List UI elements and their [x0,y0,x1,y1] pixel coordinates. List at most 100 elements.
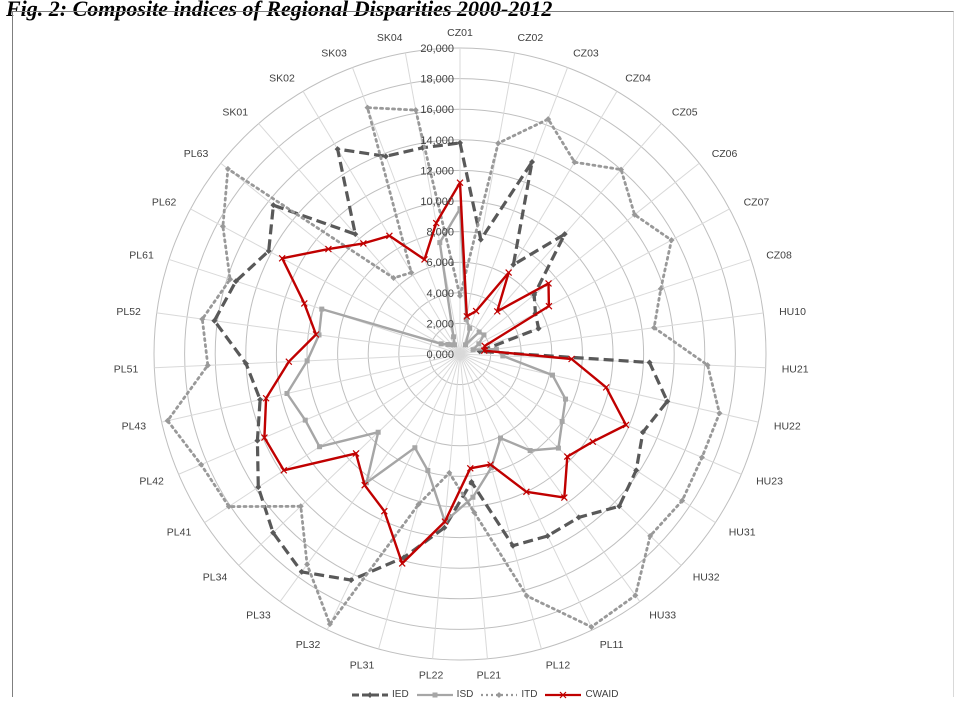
data-point [555,445,561,451]
tick-label: 16,000 [420,104,454,116]
data-point [467,325,473,331]
grid-spoke [459,353,759,423]
category-label: PL62 [152,196,177,208]
data-point [568,355,576,363]
data-point [457,292,463,299]
data-point [544,532,551,539]
tick-label: 0,000 [426,349,454,361]
data-point [545,302,553,310]
data-point [312,331,320,338]
grid-rings [153,47,767,661]
data-point [316,332,322,338]
series-line [166,106,721,629]
data-point [304,561,311,568]
data-point [463,316,469,322]
data-point [522,488,530,496]
category-label: SK04 [377,32,403,44]
tick-label: 8,000 [426,227,454,239]
data-point [631,211,638,218]
category-label: CZ01 [447,27,473,39]
tick-label: 4,000 [426,288,454,300]
legend-swatch [545,691,582,698]
data-point [364,104,371,111]
data-point [632,592,639,599]
category-label: HU21 [782,363,809,375]
data-point [563,396,569,402]
grid-spoke [178,353,461,475]
legend-item: IED [350,689,409,700]
data-point [352,231,359,238]
grid-spoke [258,123,461,355]
category-label: HU22 [774,421,801,433]
legend-label: IED [392,689,409,700]
grid-spoke [220,162,461,355]
grid-spoke [432,353,461,659]
grid-spoke [459,162,700,355]
data-point [651,324,658,331]
tick-label: 14,000 [420,135,454,147]
data-point [257,396,264,403]
legend-swatch [481,691,518,698]
data-point [716,410,723,417]
grid-spoke [168,258,461,355]
category-label: PL32 [296,639,321,651]
data-point [382,153,389,160]
data-point [164,417,171,424]
tick-label: 6,000 [426,257,454,269]
data-point [441,524,448,531]
data-point [500,353,506,359]
legend-label: ITD [521,689,538,700]
data-point [535,325,542,332]
data-point [285,358,293,366]
category-label: PL63 [184,148,209,160]
data-point [495,140,502,147]
data-point [471,509,478,516]
data-point [571,159,578,166]
tick-label: 12,000 [420,165,454,177]
grid-spoke [156,312,461,355]
data-point [622,421,630,429]
data-point [602,383,610,391]
data-point [559,418,565,424]
data-point [476,329,482,335]
grid-spoke [326,353,461,630]
data-point [302,417,308,423]
data-point [324,245,332,253]
figure-title: Fig. 2: Composite indices of Regional Di… [6,0,553,21]
data-point [219,223,226,230]
category-labels: CZ01 CZ02 CZ03 CZ04 CZ05 CZ06 CZ07 CZ08 HU10 HU21… [114,27,809,682]
data-point [545,279,552,287]
data-point [380,507,388,515]
data-point [227,276,234,283]
data-point [509,542,516,549]
data-point [326,621,333,628]
data-point [280,466,288,474]
data-point [445,341,451,347]
tick-label: 18,000 [420,74,454,86]
data-point [199,316,206,323]
data-point [352,449,360,457]
data-point [616,503,623,510]
grid-spoke [459,312,764,355]
data-point [472,307,480,315]
tick-label: 20,000 [420,43,454,55]
legend-swatch [352,691,388,698]
data-point [412,445,418,451]
data-point [334,146,341,153]
series-line [263,181,628,565]
data-point [657,285,664,292]
data-point [493,307,501,315]
data-point [497,435,503,441]
category-label: PL51 [114,363,139,375]
data-point [477,236,484,243]
grid-spoke [459,91,618,355]
data-point [451,334,457,340]
series-line [212,141,669,582]
data-point [468,479,475,486]
data-point [317,444,323,450]
category-label: CZ06 [712,148,738,160]
series-ied [211,139,671,584]
grid-spoke [459,67,568,355]
data-point [298,568,305,575]
category-label: HU10 [779,306,806,318]
